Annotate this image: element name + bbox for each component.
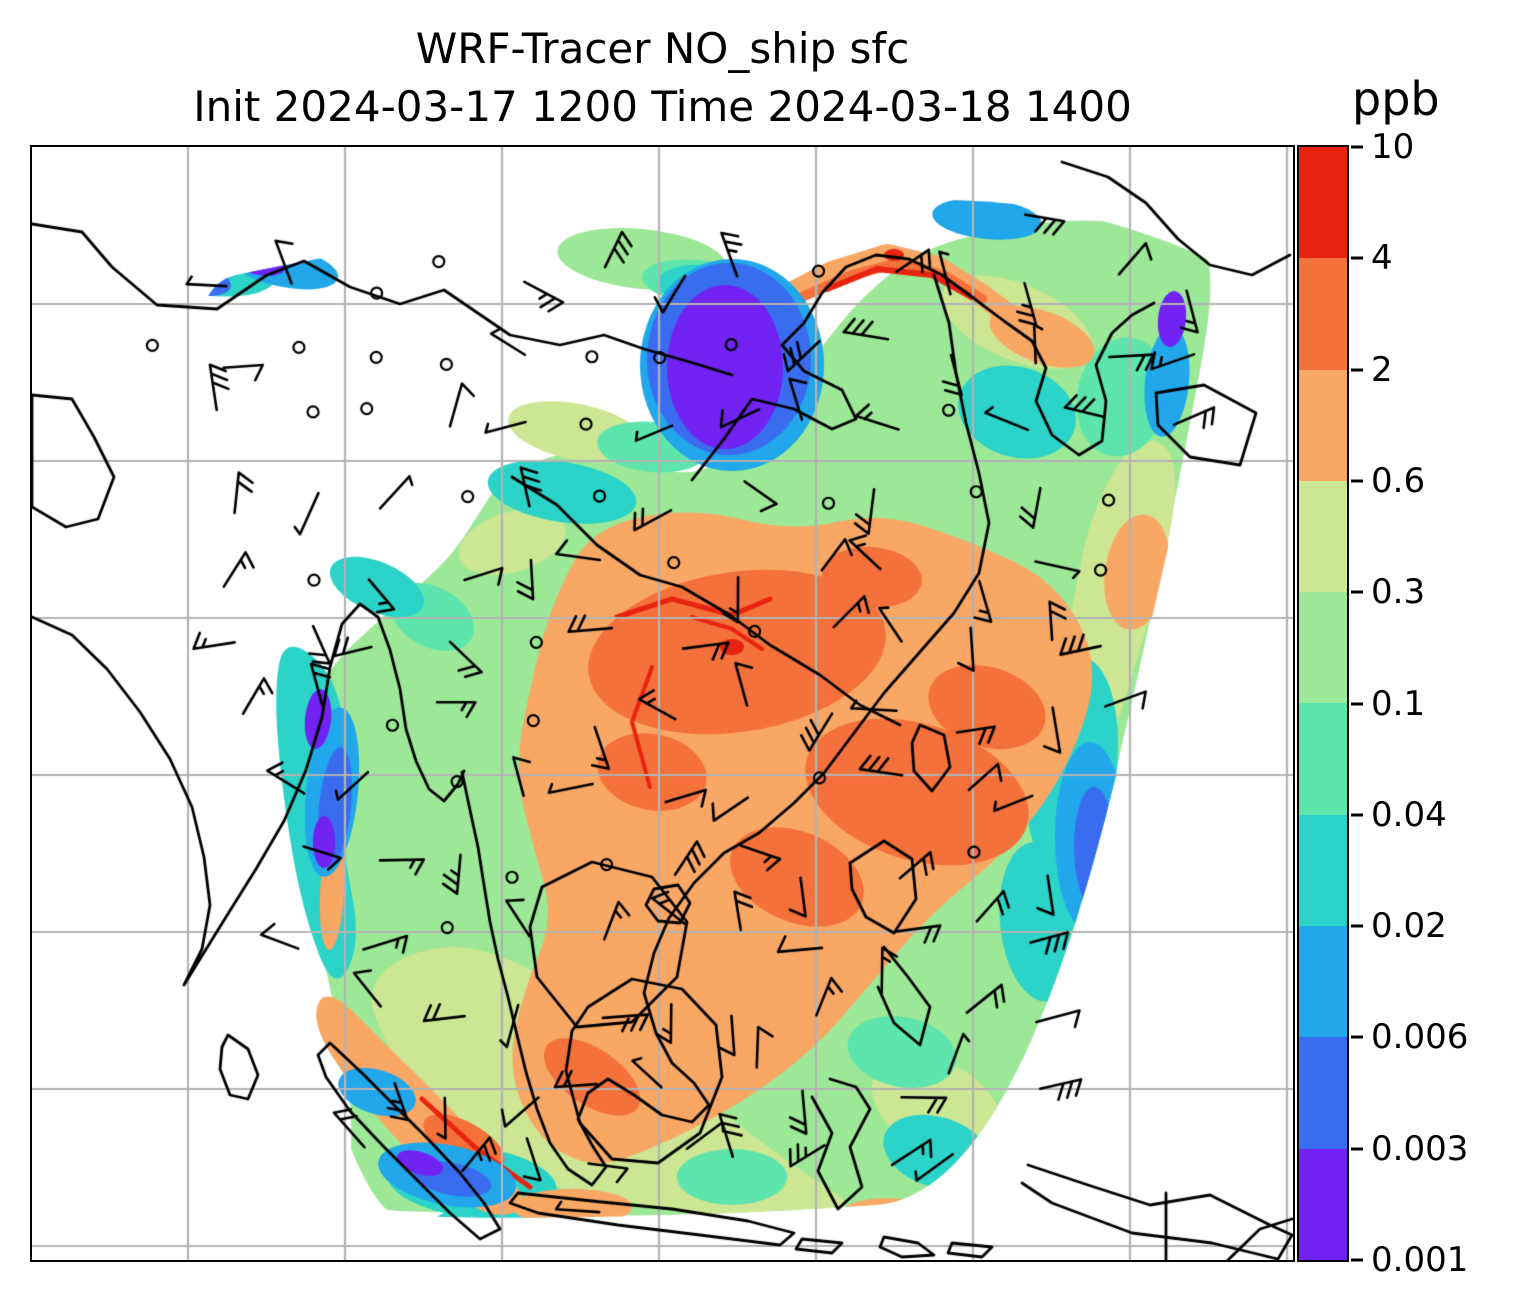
colorbar-tick-label: 0.6: [1371, 460, 1426, 501]
colorbar-tick-mark: [1351, 1147, 1363, 1151]
colorbar-tick-mark: [1351, 702, 1363, 705]
colorbar-tick-label: 10: [1371, 127, 1415, 167]
colorbar-tick-label: 0.02: [1371, 906, 1447, 947]
colorbar-tick-label: 0.006: [1371, 1017, 1469, 1058]
colorbar: [1297, 145, 1349, 1262]
colorbar-segment: [1299, 369, 1347, 481]
colorbar-tick-mark: [1351, 368, 1363, 372]
colorbar-tick-mark: [1351, 813, 1363, 817]
plot-title-line1: WRF-Tracer NO_ship sfc: [415, 24, 910, 73]
colorbar-segment: [1299, 926, 1347, 1038]
colorbar-tick-mark: [1351, 256, 1363, 260]
colorbar-segment: [1299, 814, 1347, 927]
colorbar-tick-labels: 10 4 2 0.6 0.3 0.1 0.04 0.02 0.006 0.003 0.001: [1351, 127, 1528, 1280]
colorbar-tick-label: 0.04: [1371, 794, 1447, 835]
map-canvas: [32, 147, 1293, 1260]
colorbar-segment: [1299, 1037, 1347, 1149]
colorbar-tick-mark: [1351, 145, 1363, 149]
colorbar-tick-label: 0.3: [1371, 572, 1426, 613]
colorbar-segment: [1299, 592, 1347, 704]
colorbar-tick-mark: [1351, 479, 1363, 483]
colorbar-tick-label: 4: [1371, 238, 1393, 279]
colorbar-segment: [1299, 258, 1347, 370]
colorbar-segment: [1299, 703, 1347, 815]
colorbar-tick-mark: [1351, 1035, 1363, 1039]
colorbar-tick-mark: [1351, 1258, 1363, 1262]
plot-title-block: WRF-Tracer NO_ship sfc Init 2024-03-17 1…: [30, 20, 1295, 136]
colorbar-segment: [1299, 147, 1347, 259]
colorbar-tick-label: 0.003: [1371, 1128, 1469, 1169]
colorbar-tick-label: 0.001: [1371, 1240, 1469, 1280]
map-plot-area: [30, 145, 1295, 1262]
colorbar-tick-label: 0.1: [1371, 683, 1426, 724]
colorbar-tick-mark: [1351, 590, 1363, 594]
colorbar-segment: [1299, 1148, 1347, 1260]
colorbar-tick-mark: [1351, 924, 1363, 928]
colorbar-tick-label: 2: [1371, 349, 1393, 390]
plot-title-line2: Init 2024-03-17 1200 Time 2024-03-18 140…: [193, 82, 1132, 131]
colorbar-segment: [1299, 480, 1347, 593]
colorbar-units-label: ppb: [1352, 72, 1440, 126]
